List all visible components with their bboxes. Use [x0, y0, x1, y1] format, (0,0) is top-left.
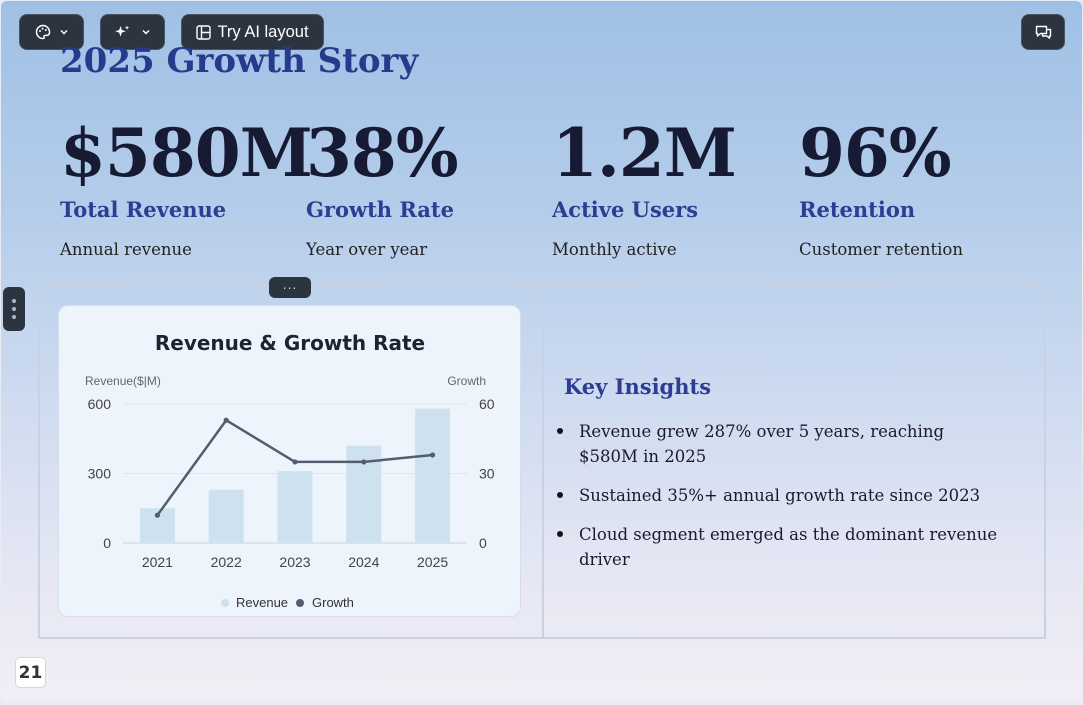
drag-handle[interactable]: [3, 287, 25, 331]
growth-point: [361, 459, 367, 465]
magic-button[interactable]: [100, 14, 165, 50]
insight-item: Cloud segment emerged as the dominant re…: [557, 522, 1007, 572]
stat-value: 96%: [799, 114, 952, 192]
stat-label: Growth Rate: [306, 197, 454, 222]
x-tick-label: 2021: [142, 554, 173, 570]
column-divider: [542, 287, 544, 637]
stat-subtext: Customer retention: [799, 240, 963, 259]
insight-text: Sustained 35%+ annual growth rate since …: [579, 486, 981, 505]
revenue-bar: [208, 489, 244, 543]
x-tick-label: 2022: [211, 554, 242, 570]
stat-value: $580M: [60, 114, 313, 192]
legend-label: Growth: [312, 595, 354, 610]
revenue-bar: [415, 408, 451, 543]
insights-heading: Key Insights: [564, 374, 712, 399]
y-tick-label: 300: [88, 466, 112, 482]
stat-total-revenue: $580M Total Revenue Annual revenue: [60, 113, 313, 259]
revenue-bar: [277, 471, 313, 543]
y2-tick-label: 0: [479, 535, 487, 551]
comment-icon: [1035, 24, 1052, 40]
insight-item: Revenue grew 287% over 5 years, reaching…: [557, 419, 1007, 469]
more-options-handle[interactable]: ...: [269, 277, 311, 298]
stat-value: 38%: [306, 114, 459, 192]
content-layout-block[interactable]: [38, 285, 1046, 639]
stat-value: 1.2M: [552, 114, 737, 192]
chart-title: Revenue & Growth Rate: [155, 331, 425, 355]
stat-retention: 96% Retention Customer retention: [799, 113, 963, 259]
x-tick-label: 2025: [417, 554, 448, 570]
chevron-down-icon: [59, 27, 69, 37]
insight-text: Revenue grew 287% over 5 years, reaching…: [579, 422, 945, 466]
insights-list: Revenue grew 287% over 5 years, reaching…: [557, 419, 1007, 586]
growth-point: [292, 459, 298, 465]
slide-title: 2025 Growth Story: [60, 41, 419, 81]
insight-text: Cloud segment emerged as the dominant re…: [579, 525, 998, 569]
layout-icon: [196, 24, 212, 40]
stat-label: Active Users: [552, 197, 699, 222]
growth-point: [154, 512, 160, 518]
y-tick-label: 0: [103, 535, 111, 551]
stat-active-users: 1.2M Active Users Monthly active: [552, 113, 737, 259]
comment-button[interactable]: [1021, 14, 1065, 50]
y2-axis-label: Growth: [447, 374, 486, 388]
legend-label: Revenue: [236, 595, 288, 610]
legend-swatch-revenue: [221, 599, 229, 607]
bullet-icon: [557, 531, 563, 537]
try-ai-layout-button[interactable]: Try AI layout: [181, 14, 324, 50]
insight-item: Sustained 35%+ annual growth rate since …: [557, 483, 1007, 508]
stat-subtext: Monthly active: [552, 240, 677, 259]
growth-point: [223, 417, 229, 423]
y2-tick-label: 60: [479, 396, 495, 412]
y-axis-label: Revenue($|M): [85, 374, 161, 388]
stat-label: Total Revenue: [60, 197, 227, 222]
legend-swatch-growth: [296, 599, 304, 607]
stat-growth-rate: 38% Growth Rate Year over year: [306, 113, 459, 259]
growth-point: [430, 452, 436, 458]
stat-label: Retention: [799, 197, 916, 222]
x-tick-label: 2024: [348, 554, 379, 570]
chevron-down-icon: [141, 27, 151, 37]
revenue-growth-chart: Revenue & Growth Rate Revenue($|M) Growth 0…: [85, 331, 495, 610]
y-tick-label: 600: [88, 396, 112, 412]
palette-icon: [35, 24, 51, 40]
y2-tick-label: 30: [479, 466, 495, 482]
stat-subtext: Annual revenue: [60, 240, 192, 259]
theme-button[interactable]: [19, 14, 84, 50]
chart-card: Revenue & Growth Rate Revenue($|M) Growth 0…: [58, 305, 521, 617]
bullet-icon: [557, 492, 563, 498]
try-ai-layout-label: Try AI layout: [217, 22, 309, 41]
stat-subtext: Year over year: [306, 240, 428, 259]
bullet-icon: [557, 428, 563, 434]
x-tick-label: 2023: [279, 554, 310, 570]
page-number: 21: [15, 657, 46, 688]
sparkles-icon: [114, 24, 131, 41]
